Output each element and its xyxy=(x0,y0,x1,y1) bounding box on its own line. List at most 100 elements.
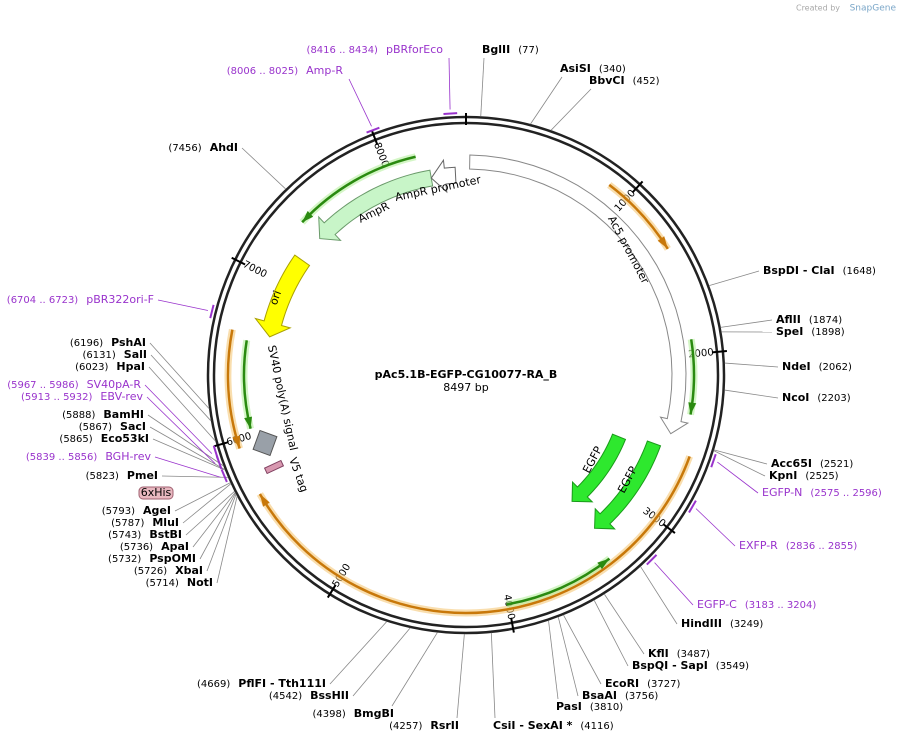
site-label: (4257) RsrII xyxy=(389,719,459,732)
site-label: (5823) PmeI xyxy=(86,469,158,482)
site-leader xyxy=(161,475,229,478)
site-leader xyxy=(490,632,496,719)
site-position: (4669) xyxy=(197,679,230,690)
site-label: (5732) PspOMI xyxy=(108,552,196,565)
site-name: BssHII xyxy=(310,689,349,702)
site-position: (5726) xyxy=(134,566,167,577)
site-leader xyxy=(713,449,768,465)
site-leader xyxy=(150,354,212,422)
site-label: Acc65I (2521) xyxy=(771,457,853,470)
site-name: NcoI xyxy=(782,391,809,404)
site-label: (4542) BssHII xyxy=(269,689,349,702)
orf-head xyxy=(232,435,240,449)
plasmid-name: pAc5.1B-EGFP-CG10077-RA_B xyxy=(375,368,558,381)
site-name: BmgBI xyxy=(354,707,394,720)
primer-leader xyxy=(717,461,759,494)
site-label: BspDI - ClaI (1648) xyxy=(763,264,876,277)
site-name: BamHI xyxy=(103,408,144,421)
primer-label: (5967 .. 5986) SV40pA-R xyxy=(7,378,141,391)
site-position: (6196) xyxy=(70,338,103,349)
site-label: (4398) BmgBI xyxy=(313,707,394,720)
primer-range: (2836 .. 2855) xyxy=(786,541,858,552)
primer-leader xyxy=(448,57,451,110)
site-label: SpeI (1898) xyxy=(776,325,845,338)
primer-label: (5913 .. 5932) EBV-rev xyxy=(21,390,143,403)
primer-name: EGFP-C xyxy=(697,598,737,611)
site-name: MluI xyxy=(152,516,179,529)
site-position: (2525) xyxy=(805,471,838,482)
site-leader xyxy=(391,632,438,707)
tick-mark xyxy=(662,523,676,534)
orf xyxy=(258,455,691,615)
primer-name: BGH-rev xyxy=(105,450,151,463)
site-name: KpnI xyxy=(769,469,797,482)
site-leader xyxy=(152,438,226,471)
site-leader xyxy=(329,621,388,685)
primer-label: (8416 .. 8434) pBRforEco xyxy=(307,43,444,56)
primer-range: (8006 .. 8025) xyxy=(227,66,299,77)
feature-label: 6xHis xyxy=(141,486,172,499)
primer-leader xyxy=(146,396,216,464)
site-name: ApaI xyxy=(161,540,189,553)
site-position: (5714) xyxy=(146,578,179,589)
site-name: HpaI xyxy=(116,360,145,373)
primer-mark xyxy=(688,500,697,514)
site-name: PflFI - Tth111I xyxy=(238,677,326,690)
primer-name: EGFP-N xyxy=(762,486,802,499)
site-leader xyxy=(149,342,210,410)
gene-head xyxy=(302,210,314,223)
site-leader xyxy=(192,492,236,548)
site-name: KflI xyxy=(648,647,669,660)
gene xyxy=(301,155,416,224)
primer-leader xyxy=(695,508,736,547)
site-name: NotI xyxy=(187,576,213,589)
site-leader xyxy=(724,389,779,399)
site-label: CsiI - SexAI * (4116) xyxy=(493,719,614,732)
primer-name: SV40pA-R xyxy=(87,378,142,391)
site-name: BsaAI xyxy=(582,689,617,702)
primer-range: (2575 .. 2596) xyxy=(810,488,882,499)
site-label: BspQI - SapI (3549) xyxy=(632,659,749,672)
tick-label: 7000 xyxy=(241,259,269,280)
site-name: PshAI xyxy=(111,336,146,349)
primer-mark xyxy=(366,126,380,134)
site-label: (7456) AhdI xyxy=(168,141,238,154)
site-position: (3810) xyxy=(590,702,623,713)
site-position: (6131) xyxy=(83,350,116,361)
site-position: (1898) xyxy=(811,327,844,338)
feature-egfp xyxy=(571,433,627,503)
site-name: NdeI xyxy=(782,360,811,373)
site-name: PmeI xyxy=(127,469,158,482)
plasmid-size: 8497 bp xyxy=(443,381,488,394)
site-name: BspQI - SapI xyxy=(632,659,708,672)
site-label: (5787) MluI xyxy=(111,516,179,529)
site-position: (7456) xyxy=(168,143,201,154)
primer-leader xyxy=(144,384,213,454)
site-position: (5888) xyxy=(62,410,95,421)
feature-egfp xyxy=(594,440,662,530)
site-position: (5865) xyxy=(59,434,92,445)
site-name: SacI xyxy=(120,420,146,433)
site-leader xyxy=(456,633,465,719)
site-position: (2203) xyxy=(817,393,850,404)
primer-label: (6704 .. 6723) pBR322ori-F xyxy=(7,293,154,306)
primer-label: EGFP-C (3183 .. 3204) xyxy=(697,598,816,611)
site-name: BbvCI xyxy=(589,74,625,87)
primer-leader xyxy=(154,456,221,478)
site-position: (452) xyxy=(633,76,660,87)
site-position: (4542) xyxy=(269,691,302,702)
primer-mark xyxy=(215,455,223,470)
site-label: (5867) SacI xyxy=(79,420,146,433)
site-position: (4257) xyxy=(389,721,422,732)
feature-ampr-promoter xyxy=(430,158,457,194)
primer-label: EGFP-N (2575 .. 2596) xyxy=(762,486,882,499)
feature-sv40 xyxy=(252,429,278,457)
his-tag-box xyxy=(138,486,174,500)
site-name: AgeI xyxy=(143,504,171,517)
site-label: AsiSI (340) xyxy=(560,62,626,75)
site-label: KpnI (2525) xyxy=(769,469,839,482)
site-leader xyxy=(708,270,760,287)
site-leader xyxy=(174,482,231,512)
site-name: EcoRI xyxy=(605,677,639,690)
